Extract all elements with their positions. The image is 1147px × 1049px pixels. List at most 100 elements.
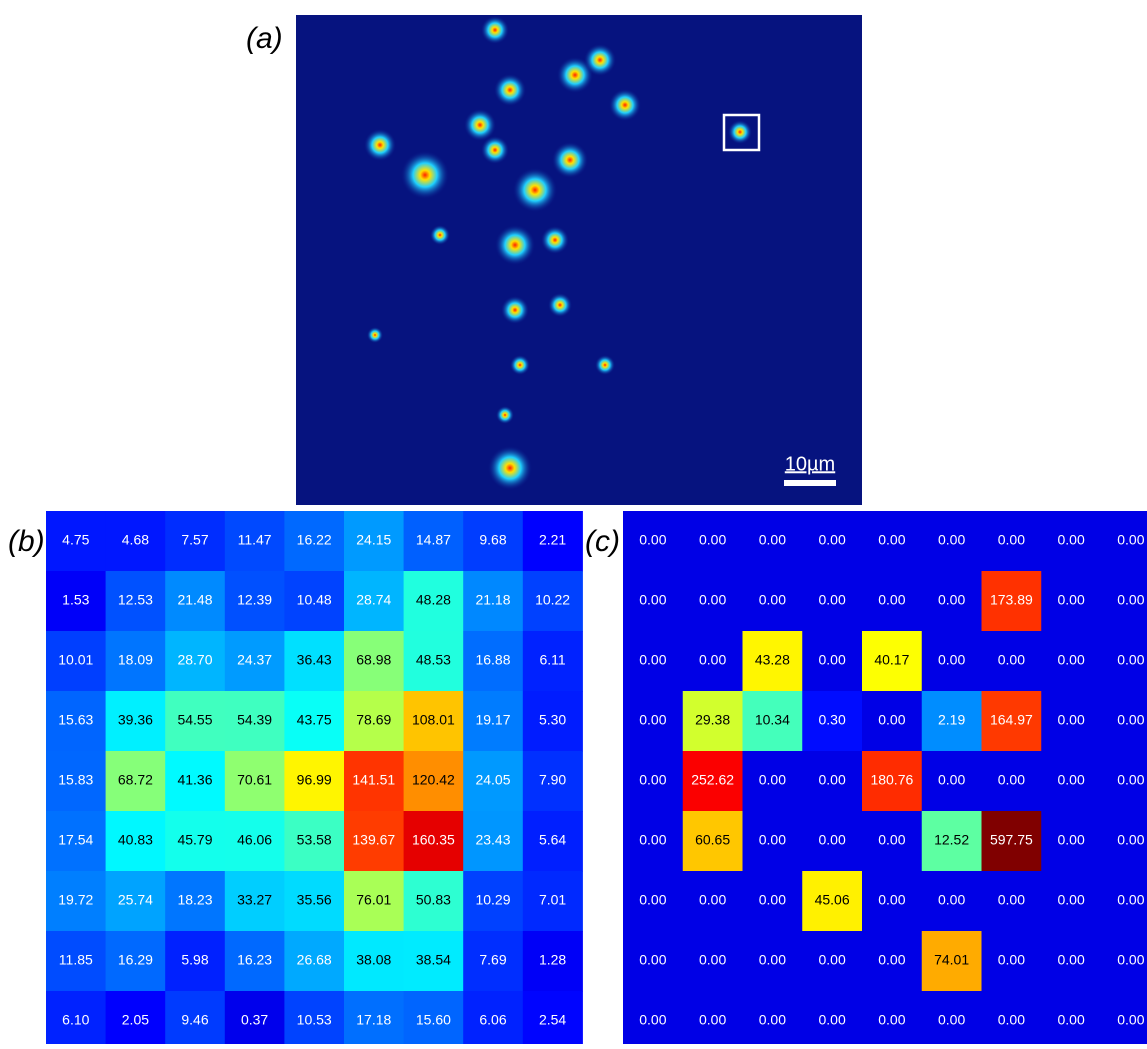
heat-cell xyxy=(862,811,923,872)
cell-value: 0.00 xyxy=(819,832,846,848)
heat-cell xyxy=(1101,751,1147,812)
heat-cell xyxy=(682,751,743,812)
heat-cell xyxy=(981,871,1042,932)
cell-value: 0.00 xyxy=(878,952,905,968)
scale-bar-label: 10µm xyxy=(785,453,835,475)
heat-cell xyxy=(46,811,107,872)
cell-value: 68.98 xyxy=(356,652,391,668)
heat-cell xyxy=(165,811,226,872)
cell-value: 4.68 xyxy=(122,532,149,548)
heat-cell xyxy=(981,691,1042,752)
cell-value: 0.00 xyxy=(699,892,726,908)
cell-value: 21.18 xyxy=(475,592,510,608)
cell-value: 0.00 xyxy=(998,1012,1025,1028)
heat-cell xyxy=(105,571,166,632)
heat-cell xyxy=(284,751,345,812)
cell-value: 0.00 xyxy=(639,772,666,788)
heat-cell xyxy=(463,751,524,812)
cell-value: 5.30 xyxy=(539,712,566,728)
cell-value: 24.15 xyxy=(356,532,391,548)
cell-value: 0.00 xyxy=(819,532,846,548)
heat-cell xyxy=(802,931,863,992)
cell-value: 25.74 xyxy=(118,892,153,908)
cell-value: 15.83 xyxy=(58,772,93,788)
cell-value: 6.10 xyxy=(62,1012,89,1028)
heat-cell xyxy=(1041,931,1102,992)
cell-value: 16.23 xyxy=(237,952,272,968)
heat-cell xyxy=(46,931,107,992)
heat-cell xyxy=(165,991,226,1044)
heat-cell xyxy=(463,991,524,1044)
cell-value: 0.00 xyxy=(1058,712,1085,728)
heat-cell xyxy=(921,991,982,1044)
cell-value: 28.74 xyxy=(356,592,391,608)
heat-cell xyxy=(284,871,345,932)
heat-cell xyxy=(403,571,464,632)
heat-cell xyxy=(1101,871,1147,932)
heat-cell xyxy=(1101,811,1147,872)
cell-value: 23.43 xyxy=(475,832,510,848)
cell-value: 96.99 xyxy=(297,772,332,788)
heat-cell xyxy=(46,751,107,812)
cell-value: 0.00 xyxy=(759,832,786,848)
cell-value: 139.67 xyxy=(352,832,395,848)
heat-cell xyxy=(105,991,166,1044)
heat-cell xyxy=(802,511,863,572)
heat-cell xyxy=(522,631,583,692)
heat-cell xyxy=(463,571,524,632)
heat-cell xyxy=(802,571,863,632)
cell-value: 18.09 xyxy=(118,652,153,668)
heat-cell xyxy=(862,931,923,992)
cell-value: 46.06 xyxy=(237,832,272,848)
heat-cell xyxy=(742,511,803,572)
heat-cell xyxy=(522,571,583,632)
heat-cell xyxy=(105,631,166,692)
heat-cell xyxy=(403,631,464,692)
heat-cell xyxy=(522,751,583,812)
cell-value: 120.42 xyxy=(412,772,455,788)
heat-cell xyxy=(105,931,166,992)
cell-value: 5.98 xyxy=(181,952,208,968)
heat-cell xyxy=(1041,811,1102,872)
cell-value: 7.01 xyxy=(539,892,566,908)
heat-cell xyxy=(46,571,107,632)
cell-value: 0.00 xyxy=(878,592,905,608)
heat-cell xyxy=(1041,571,1102,632)
cell-value: 0.00 xyxy=(639,832,666,848)
cell-value: 0.00 xyxy=(998,652,1025,668)
heat-cell xyxy=(403,511,464,572)
heat-cell xyxy=(224,811,285,872)
cell-value: 76.01 xyxy=(356,892,391,908)
heat-cell xyxy=(682,811,743,872)
cell-value: 0.00 xyxy=(699,1012,726,1028)
heat-cell xyxy=(284,571,345,632)
cell-value: 0.00 xyxy=(1117,952,1144,968)
heat-cell xyxy=(344,931,405,992)
cell-value: 0.00 xyxy=(938,532,965,548)
heat-cell xyxy=(682,991,743,1044)
heat-cell xyxy=(623,631,684,692)
cell-value: 0.00 xyxy=(1117,652,1144,668)
cell-value: 0.00 xyxy=(998,772,1025,788)
cell-value: 108.01 xyxy=(412,712,455,728)
cell-value: 15.60 xyxy=(416,1012,451,1028)
cell-value: 164.97 xyxy=(990,712,1033,728)
heat-cell xyxy=(742,691,803,752)
heat-cell xyxy=(403,691,464,752)
heat-cell xyxy=(981,631,1042,692)
heat-cell xyxy=(1041,511,1102,572)
cell-value: 0.00 xyxy=(819,772,846,788)
cell-value: 45.06 xyxy=(815,892,850,908)
heat-cell xyxy=(682,571,743,632)
heat-cell xyxy=(682,871,743,932)
cell-value: 0.00 xyxy=(1058,772,1085,788)
cell-value: 12.52 xyxy=(934,832,969,848)
heat-cell xyxy=(623,691,684,752)
cell-value: 14.87 xyxy=(416,532,451,548)
heat-cell xyxy=(981,931,1042,992)
cell-value: 60.65 xyxy=(695,832,730,848)
heat-cell xyxy=(623,931,684,992)
cell-value: 9.68 xyxy=(479,532,506,548)
heat-cell xyxy=(344,811,405,872)
